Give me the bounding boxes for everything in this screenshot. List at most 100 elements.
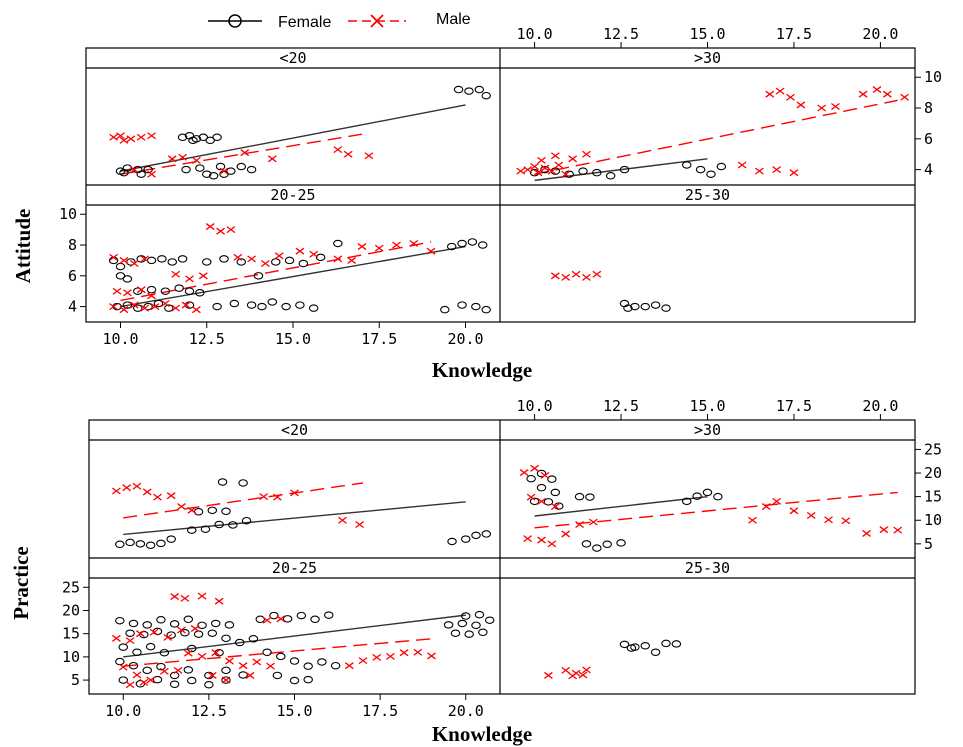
male-point [119, 306, 129, 314]
female-point [716, 162, 727, 171]
female-point [219, 170, 229, 178]
female-point [440, 305, 450, 314]
female-point [281, 302, 291, 311]
male-point [146, 676, 156, 684]
male-point [516, 167, 526, 175]
panel-1: <20 [89, 421, 500, 550]
female-point [145, 642, 156, 651]
x-tick-label-top: 20.0 [862, 25, 898, 43]
male-point [219, 167, 229, 175]
female-point [234, 638, 245, 647]
female-point [195, 164, 205, 172]
male-point [374, 244, 384, 252]
panel-strip-label: 25-30 [685, 559, 730, 577]
male-point [295, 247, 305, 255]
male-point [211, 649, 221, 657]
male-point [427, 652, 436, 660]
female-point [202, 258, 212, 266]
female-point [474, 85, 485, 94]
female-point [333, 239, 343, 248]
female-point [457, 301, 467, 309]
male-point [537, 156, 546, 164]
female-point [323, 611, 334, 619]
y-tick-label-left: 20 [62, 601, 80, 619]
male-point [147, 132, 156, 140]
female-point [136, 170, 146, 178]
female-point [224, 621, 235, 629]
female-point [143, 165, 153, 174]
legend-male-label: Male [436, 11, 471, 28]
male-point [537, 497, 546, 505]
male-point [198, 272, 208, 280]
male-point [824, 516, 833, 524]
female-point [142, 666, 152, 675]
practice-xlabel: Knowledge [432, 722, 532, 746]
male-point [192, 306, 201, 314]
male-point [240, 149, 250, 157]
y-tick-label-right: 25 [924, 440, 942, 458]
male-point [561, 530, 571, 538]
male-point [129, 259, 139, 268]
male-point [140, 304, 150, 312]
male-point [343, 150, 353, 158]
female-point [289, 676, 300, 685]
male-point [139, 678, 149, 686]
female-point [174, 284, 184, 292]
female-point [526, 474, 536, 483]
practice-panels: <20 >30 20-25 25-30 [89, 421, 915, 689]
female-point [330, 661, 341, 670]
male-point [153, 493, 162, 501]
female-point [477, 241, 488, 249]
male-point [259, 493, 269, 501]
female-point [443, 621, 454, 629]
female-point [180, 629, 190, 637]
female-point [671, 640, 682, 648]
male-point [858, 90, 868, 98]
legend-female-label: Female [278, 14, 331, 31]
y-tick-label-left: 6 [68, 267, 77, 285]
y-tick-label-left: 5 [71, 671, 80, 689]
male-point [309, 250, 319, 258]
female-point [221, 634, 231, 643]
female-point [156, 539, 166, 548]
female-point [119, 168, 129, 177]
male-point [262, 616, 272, 624]
female-point [605, 172, 616, 180]
female-point [289, 657, 300, 665]
female-point [296, 611, 307, 620]
male-point [550, 152, 560, 160]
female-point [471, 531, 481, 540]
male-point [214, 597, 224, 605]
male-point [426, 247, 436, 255]
x-tick-label-top: 10.0 [517, 397, 553, 415]
attitude-axes: 10.0 10.0 12.5 12.5 15.0 15.0 17.5 17.5 20.0 20.0… [59, 25, 942, 348]
female-point [267, 298, 278, 306]
female-point [272, 671, 283, 680]
male-point [170, 593, 180, 601]
female-point [616, 539, 626, 547]
male-point [537, 536, 546, 544]
male-point [238, 662, 248, 670]
female-point [160, 287, 171, 295]
female-point [122, 301, 133, 309]
female-point [692, 492, 702, 500]
male-point [355, 520, 364, 529]
male-point [221, 676, 231, 684]
y-tick-label-right: 15 [924, 488, 942, 506]
male-point [207, 671, 217, 679]
female-fit-line [123, 501, 466, 536]
female-point [460, 612, 471, 620]
male-point [225, 657, 234, 665]
male-point [530, 464, 539, 472]
male-point [806, 512, 816, 520]
female-point [471, 302, 481, 311]
female-point [253, 272, 264, 280]
female-point [195, 288, 205, 297]
male-point [192, 156, 201, 164]
male-point [118, 663, 128, 671]
y-tick-label-left: 10 [59, 205, 77, 223]
female-point [574, 492, 585, 501]
male-point [554, 161, 564, 169]
male-point [171, 270, 181, 278]
male-point [147, 292, 156, 300]
